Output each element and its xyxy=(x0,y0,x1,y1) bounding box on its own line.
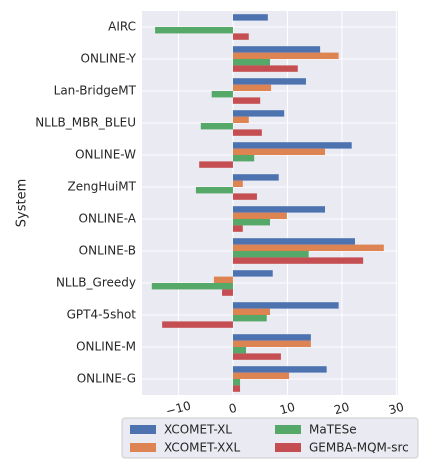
bar xyxy=(232,155,255,162)
bar xyxy=(232,52,339,59)
bar xyxy=(232,84,272,91)
y-tick-label: GPT4-5shot xyxy=(67,308,137,322)
bar xyxy=(232,334,311,341)
bar xyxy=(232,251,309,258)
y-tick-label: ONLINE-M xyxy=(76,340,136,354)
y-tick-label: Lan-BridgeMT xyxy=(54,84,137,98)
y-tick-label: NLLB_Greedy xyxy=(56,276,136,290)
y-tick-label: AIRC xyxy=(108,20,136,34)
y-axis-label: System xyxy=(15,179,30,227)
bar xyxy=(232,142,352,149)
legend-swatch xyxy=(130,425,156,434)
bar xyxy=(232,244,384,251)
bar xyxy=(213,276,233,283)
x-tick-label: 10 xyxy=(278,400,296,417)
x-tick-label: 0 xyxy=(227,401,238,417)
bar xyxy=(232,366,327,373)
bar xyxy=(232,129,262,136)
bar xyxy=(232,33,249,40)
legend-label: GEMBA-MQM-src xyxy=(309,441,409,455)
bar xyxy=(232,180,243,187)
bar xyxy=(232,14,268,21)
bar xyxy=(232,174,279,181)
bar xyxy=(232,353,281,360)
legend-swatch xyxy=(275,443,301,452)
bar xyxy=(232,270,273,277)
bar xyxy=(162,321,233,328)
bar xyxy=(211,91,233,98)
bar xyxy=(232,225,243,232)
legend-label: XCOMET-XL xyxy=(164,423,232,437)
x-tick-label: 30 xyxy=(387,400,405,417)
bar xyxy=(222,289,233,296)
bar xyxy=(232,212,287,219)
bar xyxy=(232,116,249,123)
legend-box xyxy=(121,417,419,459)
bar xyxy=(232,315,267,322)
bar xyxy=(232,302,339,309)
bar xyxy=(232,238,355,245)
y-tick-label: ZengHuiMT xyxy=(68,180,137,194)
bar xyxy=(232,78,306,85)
bar xyxy=(232,110,285,117)
bar xyxy=(232,46,321,53)
bar xyxy=(232,97,261,104)
bar xyxy=(199,161,233,168)
plot-area xyxy=(142,11,398,395)
y-tick-label: ONLINE-Y xyxy=(81,52,137,66)
bar xyxy=(232,59,270,66)
bar xyxy=(155,27,233,34)
bar xyxy=(232,347,247,354)
bar xyxy=(232,219,270,226)
bar xyxy=(232,308,270,315)
y-tick-label: ONLINE-A xyxy=(79,212,137,226)
bar xyxy=(232,257,364,264)
bar xyxy=(232,372,290,379)
x-tick-label: −10 xyxy=(164,398,192,418)
bar xyxy=(232,340,311,347)
legend-swatch xyxy=(275,425,301,434)
y-tick-label: ONLINE-B xyxy=(79,244,136,258)
legend-label: XCOMET-XXL xyxy=(164,441,241,455)
y-tick-label: ONLINE-G xyxy=(77,372,136,386)
legend-label: MaTESe xyxy=(309,423,357,437)
bar xyxy=(232,65,298,72)
bar xyxy=(232,148,326,155)
bar xyxy=(232,385,241,392)
bar xyxy=(195,187,233,194)
bar xyxy=(200,123,233,130)
y-tick-label: ONLINE-W xyxy=(75,148,136,162)
x-tick-label: 20 xyxy=(333,400,351,417)
bar xyxy=(151,283,233,290)
legend-swatch xyxy=(130,443,156,452)
bar xyxy=(232,379,241,386)
bar xyxy=(232,206,326,213)
bar xyxy=(232,193,257,200)
y-tick-label: NLLB_MBR_BLEU xyxy=(35,116,136,130)
